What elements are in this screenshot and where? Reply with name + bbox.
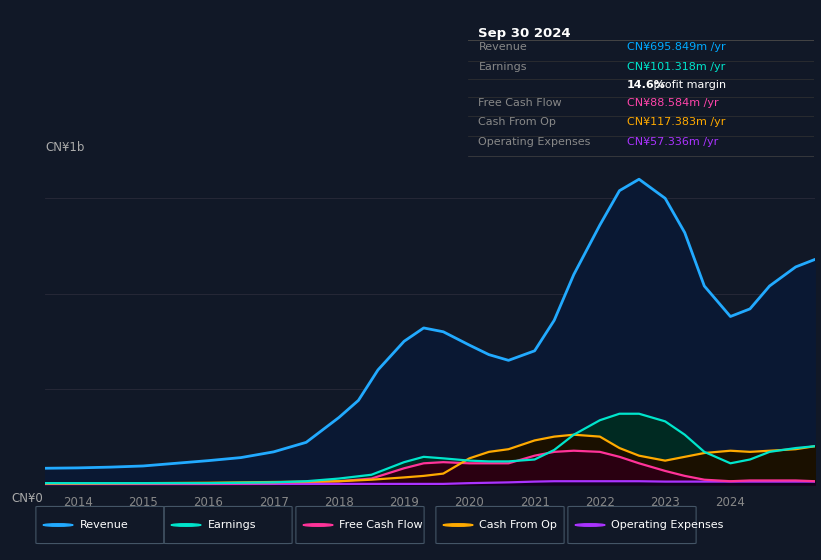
Text: profit margin: profit margin	[649, 80, 726, 90]
Text: CN¥57.336m /yr: CN¥57.336m /yr	[627, 137, 718, 147]
Text: CN¥695.849m /yr: CN¥695.849m /yr	[627, 42, 726, 52]
Text: CN¥0: CN¥0	[11, 492, 44, 505]
Text: Revenue: Revenue	[80, 520, 128, 530]
Text: CN¥88.584m /yr: CN¥88.584m /yr	[627, 97, 718, 108]
Text: 14.6%: 14.6%	[627, 80, 666, 90]
Text: Free Cash Flow: Free Cash Flow	[339, 520, 423, 530]
Text: Operating Expenses: Operating Expenses	[612, 520, 724, 530]
Text: Cash From Op: Cash From Op	[479, 117, 557, 127]
Circle shape	[44, 524, 73, 526]
Text: Free Cash Flow: Free Cash Flow	[479, 97, 562, 108]
Circle shape	[172, 524, 201, 526]
Text: Sep 30 2024: Sep 30 2024	[479, 27, 571, 40]
Text: CN¥101.318m /yr: CN¥101.318m /yr	[627, 62, 726, 72]
Text: Cash From Op: Cash From Op	[479, 520, 557, 530]
Text: Earnings: Earnings	[208, 520, 256, 530]
Text: Operating Expenses: Operating Expenses	[479, 137, 591, 147]
Text: Revenue: Revenue	[479, 42, 527, 52]
Text: CN¥117.383m /yr: CN¥117.383m /yr	[627, 117, 726, 127]
Circle shape	[303, 524, 333, 526]
Text: CN¥1b: CN¥1b	[45, 141, 85, 153]
Circle shape	[576, 524, 605, 526]
Text: Earnings: Earnings	[479, 62, 527, 72]
Circle shape	[443, 524, 473, 526]
